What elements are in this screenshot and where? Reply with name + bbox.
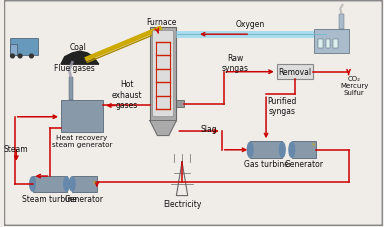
FancyBboxPatch shape xyxy=(61,100,103,132)
Text: Steam turbine: Steam turbine xyxy=(22,194,77,203)
Text: Coal: Coal xyxy=(70,42,86,52)
Text: ⚡: ⚡ xyxy=(91,179,96,185)
Text: Heat recovery
steam generator: Heat recovery steam generator xyxy=(51,134,112,147)
FancyBboxPatch shape xyxy=(326,40,330,49)
FancyBboxPatch shape xyxy=(250,141,282,158)
FancyBboxPatch shape xyxy=(339,15,344,30)
FancyBboxPatch shape xyxy=(333,40,338,49)
Text: Steam: Steam xyxy=(4,145,28,153)
FancyBboxPatch shape xyxy=(4,1,382,226)
Text: Slag: Slag xyxy=(200,124,217,133)
FancyBboxPatch shape xyxy=(276,65,313,80)
Polygon shape xyxy=(61,52,99,65)
FancyBboxPatch shape xyxy=(176,100,184,108)
Circle shape xyxy=(30,55,33,59)
Ellipse shape xyxy=(289,143,295,158)
FancyBboxPatch shape xyxy=(33,176,66,192)
FancyBboxPatch shape xyxy=(314,30,349,54)
Polygon shape xyxy=(150,121,176,136)
FancyBboxPatch shape xyxy=(72,176,97,192)
Text: Oxygen: Oxygen xyxy=(235,20,265,29)
Ellipse shape xyxy=(280,143,285,158)
Text: Raw
syngas: Raw syngas xyxy=(222,53,248,73)
Ellipse shape xyxy=(30,177,35,191)
Text: Gas turbine: Gas turbine xyxy=(243,160,288,168)
Text: ⚡: ⚡ xyxy=(310,141,315,147)
Text: Hot
exhaust
gases: Hot exhaust gases xyxy=(112,80,142,110)
FancyBboxPatch shape xyxy=(10,39,38,56)
FancyBboxPatch shape xyxy=(68,78,73,100)
Circle shape xyxy=(11,55,14,59)
FancyBboxPatch shape xyxy=(318,40,323,49)
FancyBboxPatch shape xyxy=(152,31,174,117)
Text: Furnace: Furnace xyxy=(146,17,176,26)
Ellipse shape xyxy=(64,177,70,191)
Text: Electricity: Electricity xyxy=(163,199,201,208)
FancyBboxPatch shape xyxy=(292,141,316,158)
FancyBboxPatch shape xyxy=(150,27,176,121)
Text: Generator: Generator xyxy=(65,194,104,203)
Text: CO₂
Mercury
Sulfur: CO₂ Mercury Sulfur xyxy=(340,76,368,95)
Text: Removal: Removal xyxy=(278,68,311,77)
Ellipse shape xyxy=(247,143,253,158)
Circle shape xyxy=(18,55,22,59)
Text: Generator: Generator xyxy=(285,160,323,168)
Ellipse shape xyxy=(70,177,75,191)
Text: Purified
syngas: Purified syngas xyxy=(268,96,297,116)
FancyBboxPatch shape xyxy=(10,45,17,56)
Text: Flue gases: Flue gases xyxy=(54,64,94,73)
